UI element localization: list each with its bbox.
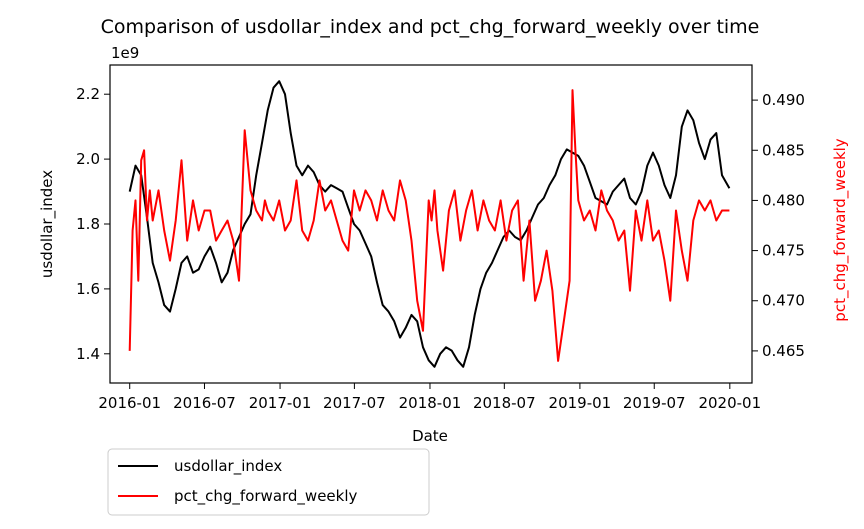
x-axis: 2016-01 2016-07 2017-01 2017-07 2018-01 2018-… xyxy=(98,383,761,412)
right-y-axis: 0.465 0.470 0.475 0.480 0.485 0.490 xyxy=(752,91,805,360)
right-y-tick-label: 0.485 xyxy=(762,141,805,159)
left-axis-offset-label: 1e9 xyxy=(111,44,139,62)
legend-label-usdollar-index: usdollar_index xyxy=(174,457,282,476)
left-y-tick-label: 2.2 xyxy=(76,85,100,103)
x-tick-label: 2020-01 xyxy=(698,394,761,412)
left-y-tick-label: 1.4 xyxy=(76,345,100,363)
right-y-tick-label: 0.480 xyxy=(762,191,805,209)
x-tick-label: 2016-07 xyxy=(173,394,236,412)
right-y-tick-label: 0.465 xyxy=(762,342,805,360)
x-tick-label: 2017-01 xyxy=(249,394,312,412)
left-y-tick-label: 1.6 xyxy=(76,280,100,298)
legend: usdollar_index pct_chg_forward_weekly xyxy=(107,448,430,516)
left-y-axis: 1.4 1.6 1.8 2.0 2.2 xyxy=(76,85,110,363)
x-tick-label: 2017-07 xyxy=(323,394,386,412)
x-tick-label: 2019-01 xyxy=(549,394,612,412)
right-y-tick-label: 0.490 xyxy=(762,91,805,109)
right-y-tick-label: 0.470 xyxy=(762,292,805,310)
left-y-axis-label: usdollar_index xyxy=(38,170,57,278)
chart-title: Comparison of usdollar_index and pct_chg… xyxy=(101,16,760,38)
x-tick-label: 2016-01 xyxy=(98,394,161,412)
x-axis-label: Date xyxy=(412,427,448,445)
right-y-tick-label: 0.475 xyxy=(762,242,805,260)
x-tick-label: 2019-07 xyxy=(623,394,686,412)
x-tick-label: 2018-01 xyxy=(399,394,462,412)
x-tick-label: 2018-07 xyxy=(473,394,536,412)
plot-frame xyxy=(109,64,753,384)
left-y-tick-label: 2.0 xyxy=(76,150,100,168)
series-line-usdollar-index xyxy=(128,80,731,368)
right-y-axis-label: pct_chg_forward_weekly xyxy=(831,138,850,322)
legend-box xyxy=(107,448,430,516)
left-y-tick-label: 1.8 xyxy=(76,215,100,233)
series-line-pct-chg-forward-weekly xyxy=(128,89,730,362)
legend-label-pct-chg-forward-weekly: pct_chg_forward_weekly xyxy=(174,487,358,506)
